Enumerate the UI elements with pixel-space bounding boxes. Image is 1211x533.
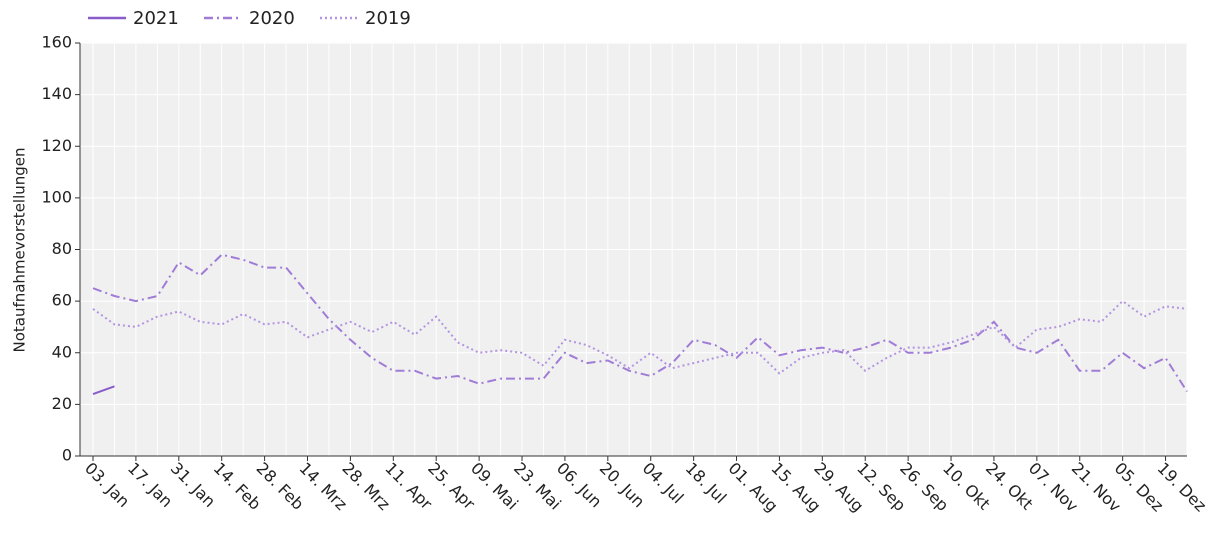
y-tick-label: 60 <box>52 291 72 310</box>
x-tick-label: 17. Jan <box>124 459 176 511</box>
legend-label: 2020 <box>249 8 295 29</box>
y-tick-label: 0 <box>62 446 72 465</box>
y-axis-title: Notaufnahmevorstellungen <box>11 147 29 352</box>
y-tick-label: 20 <box>52 394 72 413</box>
x-tick-label: 31. Jan <box>167 459 219 511</box>
y-tick-label: 140 <box>41 84 72 103</box>
x-tick-label: 03. Jan <box>81 459 133 511</box>
x-tick-label: 25. Apr <box>424 459 479 514</box>
y-tick-label: 120 <box>41 136 72 155</box>
y-tick-label: 40 <box>52 342 72 361</box>
y-tick-label: 100 <box>41 187 72 206</box>
y-tick-label: 160 <box>41 33 72 52</box>
x-tick-label: 09. Mai <box>467 459 522 514</box>
x-tick-label: 11. Apr <box>381 459 436 514</box>
series-line <box>92 253 1188 393</box>
legend-label: 2019 <box>365 8 411 29</box>
x-tick-label: 18. Jul <box>682 459 731 508</box>
legend-label: 2021 <box>133 8 179 29</box>
x-tick-label: 24. Okt <box>982 459 1037 514</box>
series-line <box>92 385 115 396</box>
y-tick-label: 80 <box>52 239 72 258</box>
x-tick-label: 23. Mai <box>510 459 565 514</box>
x-tick-label: 20. Jun <box>596 459 649 512</box>
